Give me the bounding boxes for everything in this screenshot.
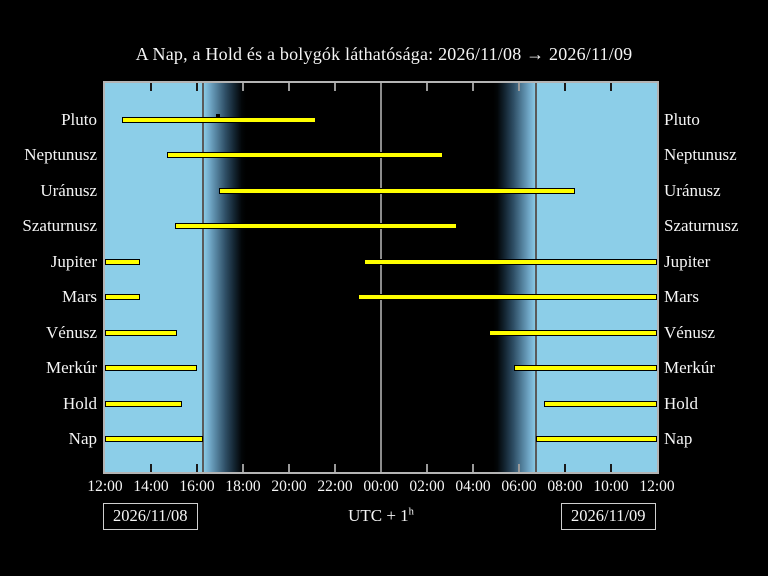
visibility-bar-hold (544, 400, 657, 407)
row-label-right-pluto: Pluto (664, 109, 700, 129)
row-label-right-nap: Nap (664, 429, 693, 448)
row-label-left-hold: Hold (63, 393, 97, 413)
x-tick-label: 08:00 (547, 478, 583, 495)
timezone-base: UTC + 1 (348, 506, 409, 525)
row-label-right-neptunusz: Neptunusz (664, 145, 737, 164)
x-tick-label: 12:00 (639, 478, 675, 495)
timezone-label: UTC + 1h (105, 506, 657, 526)
x-tick-label: 06:00 (501, 478, 537, 495)
x-tick-label: 10:00 (593, 478, 629, 495)
twilight-gradient-left (202, 83, 246, 472)
row-label-left-uránusz: Uránusz (40, 180, 97, 200)
row-label-right-uránusz: Uránusz (664, 180, 721, 200)
visibility-bar-mars (358, 294, 657, 300)
visibility-bar-jupiter (364, 258, 657, 265)
x-tick-label: 12:00 (87, 478, 123, 495)
visibility-bar-merkúr (513, 365, 657, 371)
x-tick-label: 00:00 (363, 478, 399, 495)
x-tick-label: 22:00 (317, 478, 353, 495)
row-label-left-mars: Mars (62, 287, 97, 306)
visibility-bar-pluto (122, 116, 316, 123)
axis-tick-top (150, 83, 152, 91)
visibility-bar-neptunusz (167, 152, 444, 158)
axis-tick-top (518, 83, 520, 91)
axis-tick-top (288, 83, 290, 91)
row-label-right-szaturnusz: Szaturnusz (664, 216, 739, 235)
visibility-bar-merkúr (105, 365, 197, 371)
x-tick-label: 20:00 (271, 478, 307, 495)
row-label-right-vénusz: Vénusz (664, 322, 715, 342)
sunset-line (201, 83, 204, 472)
row-label-left-neptunusz: Neptunusz (24, 145, 97, 164)
x-tick-label: 16:00 (179, 478, 215, 495)
row-label-left-szaturnusz: Szaturnusz (22, 216, 97, 235)
date-box-end: 2026/11/09 (561, 503, 656, 530)
visibility-bar-hold (105, 400, 182, 407)
axis-tick-bottom (196, 464, 198, 472)
midnight-gridline (380, 83, 382, 472)
visibility-bar-vénusz (105, 329, 177, 336)
visibility-bar-nap (536, 436, 657, 442)
day-sky-right (536, 83, 657, 472)
date-box-start: 2026/11/08 (103, 503, 198, 530)
row-label-left-merkúr: Merkúr (46, 358, 97, 377)
axis-tick-top (242, 83, 244, 91)
axis-tick-bottom (472, 464, 474, 472)
twilight-gradient-right (493, 83, 536, 472)
row-label-right-jupiter: Jupiter (664, 251, 711, 271)
row-label-right-hold: Hold (664, 393, 698, 413)
axis-tick-bottom (518, 464, 520, 472)
pluto-transit-marker (215, 113, 220, 117)
visibility-bar-nap (105, 436, 203, 442)
sunrise-line (535, 83, 538, 472)
visibility-bar-vénusz (489, 329, 657, 336)
row-label-left-pluto: Pluto (61, 109, 97, 129)
axis-tick-bottom (334, 464, 336, 472)
axis-tick-bottom (564, 464, 566, 472)
axis-tick-bottom (150, 464, 152, 472)
row-label-right-merkúr: Merkúr (664, 358, 715, 377)
x-tick-label: 14:00 (133, 478, 169, 495)
visibility-bar-mars (105, 294, 140, 300)
row-label-right-mars: Mars (664, 287, 699, 306)
row-label-left-jupiter: Jupiter (50, 251, 97, 271)
x-tick-label: 04:00 (455, 478, 491, 495)
row-label-left-vénusz: Vénusz (46, 322, 97, 342)
axis-tick-bottom (426, 464, 428, 472)
x-tick-label: 02:00 (409, 478, 445, 495)
axis-tick-top (196, 83, 198, 91)
axis-tick-top (610, 83, 612, 91)
plot-area (103, 81, 659, 474)
axis-tick-bottom (288, 464, 290, 472)
chart-title: A Nap, a Hold és a bolygók láthatósága: … (135, 44, 633, 64)
axis-tick-bottom (242, 464, 244, 472)
visibility-bar-jupiter (105, 258, 140, 265)
visibility-bar-uránusz (219, 187, 575, 194)
axis-tick-top (334, 83, 336, 91)
axis-tick-bottom (610, 464, 612, 472)
axis-tick-top (472, 83, 474, 91)
visibility-bar-szaturnusz (174, 223, 457, 229)
timezone-superscript: h (408, 506, 414, 518)
row-label-left-nap: Nap (68, 429, 97, 448)
axis-tick-top (564, 83, 566, 91)
day-sky-left (105, 83, 203, 472)
axis-tick-top (426, 83, 428, 91)
x-tick-label: 18:00 (225, 478, 261, 495)
